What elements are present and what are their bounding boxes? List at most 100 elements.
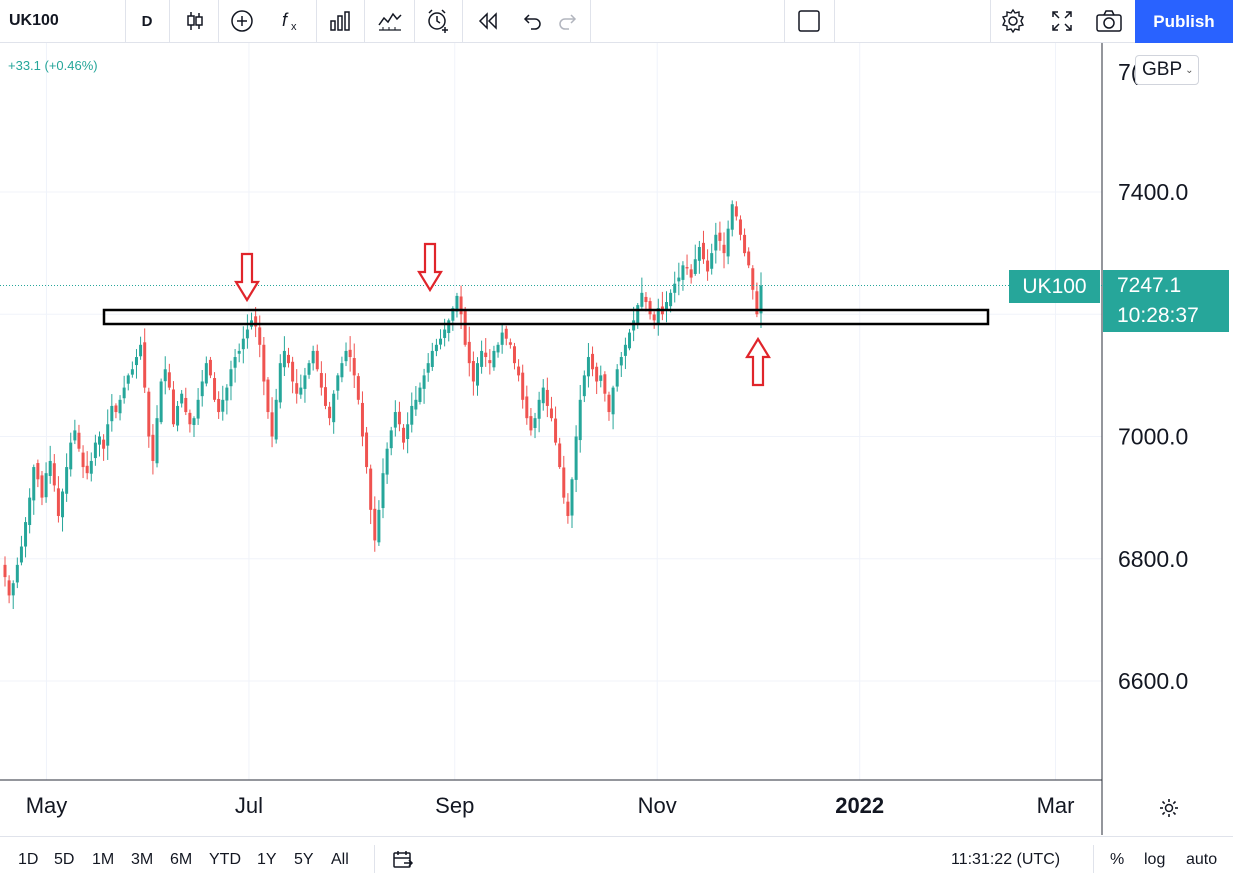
candle-body	[106, 424, 110, 446]
interval-button[interactable]: D	[141, 12, 153, 30]
candle-body	[480, 350, 484, 367]
candle-body	[578, 399, 582, 441]
candle-body	[451, 308, 455, 321]
candle-body	[102, 439, 106, 449]
snapshot-icon[interactable]	[1091, 0, 1127, 42]
bar-chart-icon[interactable]	[322, 0, 358, 42]
candle-body	[743, 234, 747, 254]
log-toggle[interactable]: log	[1144, 851, 1166, 868]
percent-toggle[interactable]: %	[1110, 851, 1125, 868]
candle-body	[332, 393, 336, 423]
range-1y[interactable]: 1Y	[257, 851, 277, 868]
candle-body	[307, 363, 311, 375]
candle-body	[7, 580, 11, 596]
candle-body	[225, 387, 229, 401]
utc-clock[interactable]: 11:31:22 (UTC)	[951, 851, 1061, 868]
candle-body	[734, 206, 738, 217]
candle-body	[176, 405, 180, 426]
candle-body	[430, 350, 434, 367]
candle-series	[3, 200, 763, 610]
price-tick-label: 7400.0	[1118, 179, 1188, 205]
candle-body	[28, 497, 32, 526]
alert-icon[interactable]	[420, 0, 456, 42]
candle-body	[685, 267, 689, 269]
candle-body	[110, 405, 114, 422]
candle-body	[213, 378, 217, 400]
candle-body	[496, 344, 500, 353]
candle-body	[586, 357, 590, 377]
date-range-icon[interactable]	[392, 849, 414, 876]
candle-body	[36, 463, 40, 480]
bottom-toolbar: 1D 5D 1M 3M 6M YTD 1Y 5Y All 11:31:22 (U…	[0, 836, 1233, 880]
undo-icon[interactable]	[514, 0, 550, 42]
currency-selector[interactable]: GBP ⌄	[1135, 55, 1199, 85]
candle-body	[208, 359, 212, 376]
symbol-search[interactable]: UK100	[9, 12, 59, 29]
currency-label: GBP	[1142, 59, 1183, 80]
candle-body	[134, 357, 138, 366]
settings-icon[interactable]	[995, 0, 1031, 42]
arrow-down-1	[234, 252, 260, 303]
range-3m[interactable]: 3M	[131, 851, 154, 868]
candle-body	[681, 265, 685, 280]
replay-icon[interactable]	[470, 0, 506, 42]
candle-body	[147, 391, 151, 437]
range-6m[interactable]: 6M	[170, 851, 193, 868]
candle-body	[344, 350, 348, 362]
candles-icon[interactable]	[177, 0, 213, 42]
candle-body	[558, 443, 562, 468]
price-tick-label: 6800.0	[1118, 546, 1188, 572]
candle-body	[422, 375, 426, 389]
candle-body	[19, 546, 23, 563]
toolbar-divider	[169, 0, 170, 43]
candle-body	[508, 342, 512, 345]
range-1d[interactable]: 1D	[18, 851, 39, 868]
candle-body	[517, 366, 521, 376]
candle-body	[24, 522, 28, 547]
candle-body	[196, 399, 200, 419]
candle-body	[619, 357, 623, 366]
candle-body	[118, 399, 122, 414]
candle-body	[229, 369, 233, 387]
toolbar-divider	[784, 0, 785, 43]
fullscreen-icon[interactable]	[1044, 0, 1080, 42]
candle-body	[204, 363, 208, 384]
candle-body	[418, 387, 422, 402]
candle-body	[217, 398, 221, 413]
candle-body	[73, 430, 77, 441]
layout-icon[interactable]	[791, 0, 827, 42]
publish-button[interactable]: Publish	[1135, 0, 1233, 43]
range-5y[interactable]: 5Y	[294, 851, 314, 868]
candle-body	[56, 488, 60, 516]
support-zone-rectangle	[102, 308, 990, 326]
time-tick-label: 2022	[835, 793, 884, 818]
candle-body	[295, 383, 299, 394]
candle-body	[44, 473, 48, 498]
price-tick-label: 6600.0	[1118, 668, 1188, 694]
redo-icon[interactable]	[550, 0, 586, 42]
compare-icon[interactable]	[372, 0, 408, 42]
range-all[interactable]: All	[331, 851, 349, 868]
bottom-divider	[1093, 845, 1094, 873]
range-1m[interactable]: 1M	[92, 851, 115, 868]
candle-body	[537, 399, 541, 419]
chart-settings-gear-icon[interactable]	[1158, 797, 1180, 824]
candle-body	[373, 508, 377, 541]
candle-body	[299, 387, 303, 395]
candle-body	[241, 338, 245, 350]
add-indicator-icon[interactable]	[224, 0, 260, 42]
range-5d[interactable]: 5D	[54, 851, 75, 868]
auto-toggle[interactable]: auto	[1186, 851, 1218, 868]
candle-body	[492, 350, 496, 368]
range-ytd[interactable]: YTD	[209, 851, 241, 868]
candle-body	[245, 329, 249, 339]
candle-body	[545, 389, 549, 406]
candle-body	[167, 372, 171, 388]
current-price-label: 7247.1	[1103, 270, 1229, 301]
candle-body	[65, 467, 69, 494]
candle-body	[533, 418, 537, 428]
candle-body	[360, 402, 364, 437]
